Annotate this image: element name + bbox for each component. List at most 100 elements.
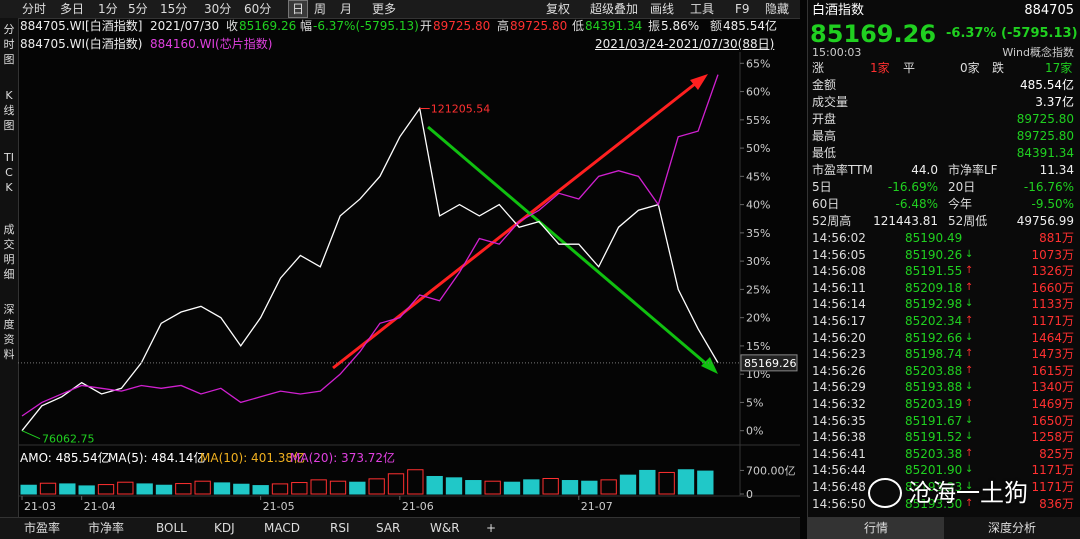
toolbar-bg — [0, 0, 800, 19]
tick-volume: 1615万 — [1031, 363, 1074, 378]
volume-bar — [271, 483, 289, 495]
stat-label: 金额 — [812, 78, 837, 92]
tool-tab[interactable]: 复权 — [546, 2, 571, 16]
side-tab[interactable]: 分时图 — [3, 23, 15, 66]
period-tab[interactable]: 月 — [340, 2, 353, 16]
wechat-icon — [868, 478, 902, 508]
ratio-label: 市净率LF — [948, 163, 998, 177]
tick-time: 14:56:23 — [812, 347, 866, 362]
ratio-label: 52周高 — [812, 214, 852, 228]
volume-bar — [697, 470, 714, 495]
tick-volume: 1650万 — [1031, 413, 1074, 428]
tick-volume: 1171万 — [1031, 480, 1074, 494]
tool-tab[interactable]: 隐藏 — [765, 2, 790, 16]
indicator-tab[interactable]: + — [486, 521, 497, 535]
indicator-tab[interactable]: MACD — [264, 521, 300, 535]
tick-price: 85191.52 — [905, 430, 963, 445]
volume-bar — [175, 483, 192, 495]
indicator-tab[interactable]: 市盈率 — [24, 521, 61, 535]
period-tab[interactable]: 1分 — [98, 2, 118, 16]
indicator-tab[interactable]: RSI — [330, 521, 350, 535]
volume-bar — [291, 482, 308, 495]
y-tick-label: 65% — [746, 57, 770, 70]
period-tab[interactable]: 15分 — [160, 2, 188, 16]
period-tab[interactable]: 更多 — [372, 2, 397, 16]
tick-price: 85198.74 — [905, 347, 963, 362]
tick-time: 14:56:35 — [812, 413, 866, 428]
indicator-tab[interactable]: SAR — [376, 521, 401, 535]
volume-legend: AMO: 485.54亿 — [20, 451, 110, 465]
breadth-value: 17家 — [1045, 61, 1073, 75]
side-bar — [0, 18, 19, 518]
volume-bar — [368, 478, 385, 495]
volume-bar — [117, 481, 134, 495]
panel-tab[interactable]: 行情 — [808, 517, 944, 539]
ratio-label: 市盈率TTM — [812, 163, 873, 177]
y-tick-label: 50% — [746, 142, 770, 155]
period-tab[interactable]: 日 — [288, 0, 309, 18]
period-tab[interactable]: 60分 — [244, 2, 272, 16]
period-tab[interactable]: 30分 — [204, 2, 232, 16]
tick-price: 85193.23 — [905, 480, 963, 494]
y-tick-label: 0% — [746, 425, 763, 438]
panel-tab[interactable]: 深度分析 — [944, 517, 1080, 539]
tick-time: 14:56:50 — [812, 496, 866, 511]
volume-bar — [600, 479, 617, 495]
tool-tab[interactable]: 超级叠加 — [590, 2, 639, 16]
tick-arrow: ↑ — [965, 348, 974, 360]
tick-arrow: ↑ — [965, 497, 974, 509]
indicator-tab[interactable]: W&R — [430, 521, 460, 535]
tool-tab[interactable]: F9 — [735, 2, 750, 16]
tick-arrow: ↑ — [965, 265, 974, 277]
tick-arrow: ↑ — [965, 364, 974, 376]
side-tab[interactable]: K线图 — [3, 89, 15, 132]
date: 2021/07/30 — [150, 19, 220, 33]
info-value: 5.86% — [661, 19, 700, 33]
tool-tab[interactable]: 工具 — [690, 2, 715, 16]
breadth-label: 涨 — [812, 61, 825, 75]
volume-bar — [252, 485, 269, 495]
tool-tab[interactable]: 画线 — [650, 2, 675, 16]
tick-arrow: ↑ — [965, 315, 974, 326]
volume-bar — [523, 479, 540, 495]
period-tab[interactable]: 分时 — [22, 2, 47, 16]
stat-label: 开盘 — [812, 112, 837, 126]
breadth-label: 跌 — [992, 61, 1005, 75]
period-tab[interactable]: 周 — [314, 2, 327, 16]
info-value: 89725.80 — [433, 19, 491, 33]
tick-time: 14:56:11 — [812, 280, 866, 295]
volume-bar — [310, 479, 327, 495]
code: 884705.WI[白酒指数] — [20, 19, 143, 33]
volume-bar — [387, 473, 405, 495]
side-tab[interactable]: 成交明细 — [3, 223, 15, 281]
tick-time: 14:56:32 — [812, 397, 866, 411]
volume-bar — [39, 482, 57, 495]
side-tab[interactable]: 深度资料 — [3, 303, 15, 361]
volume-bar — [445, 477, 463, 495]
y-tick-label: 5% — [746, 396, 763, 409]
last-price-box — [740, 354, 798, 372]
legend-range: 2021/03/24-2021/07/30(88日) — [595, 37, 775, 51]
tick-arrow: ↓ — [965, 464, 974, 476]
volume-legend: MA(5): 484.14亿 — [108, 451, 206, 465]
volume-bar — [194, 480, 211, 495]
ratio-value: -6.48% — [895, 197, 938, 211]
y-tick-label: 45% — [746, 170, 770, 183]
stat-label: 最低 — [812, 146, 837, 160]
indicator-tab[interactable]: 市净率 — [88, 521, 125, 535]
arrow-head — [690, 74, 708, 90]
period-tab[interactable]: 5分 — [128, 2, 148, 16]
side-tab[interactable]: TICK — [4, 151, 14, 194]
tick-price: 85190.26 — [905, 247, 963, 262]
tick-price: 85203.19 — [905, 397, 963, 411]
info-value: 485.54亿 — [723, 19, 777, 33]
indicator-tab[interactable]: BOLL — [156, 521, 187, 535]
tick-time: 14:56:48 — [812, 480, 866, 494]
stat-value: 84391.34 — [1016, 146, 1074, 160]
period-tab[interactable]: 多日 — [60, 2, 85, 16]
x-tick-label: 21-06 — [402, 500, 434, 513]
volume-legend: MA(10): 401.38亿 — [200, 451, 306, 465]
tick-time: 14:56:41 — [812, 446, 866, 461]
indicator-tab[interactable]: KDJ — [214, 521, 235, 535]
